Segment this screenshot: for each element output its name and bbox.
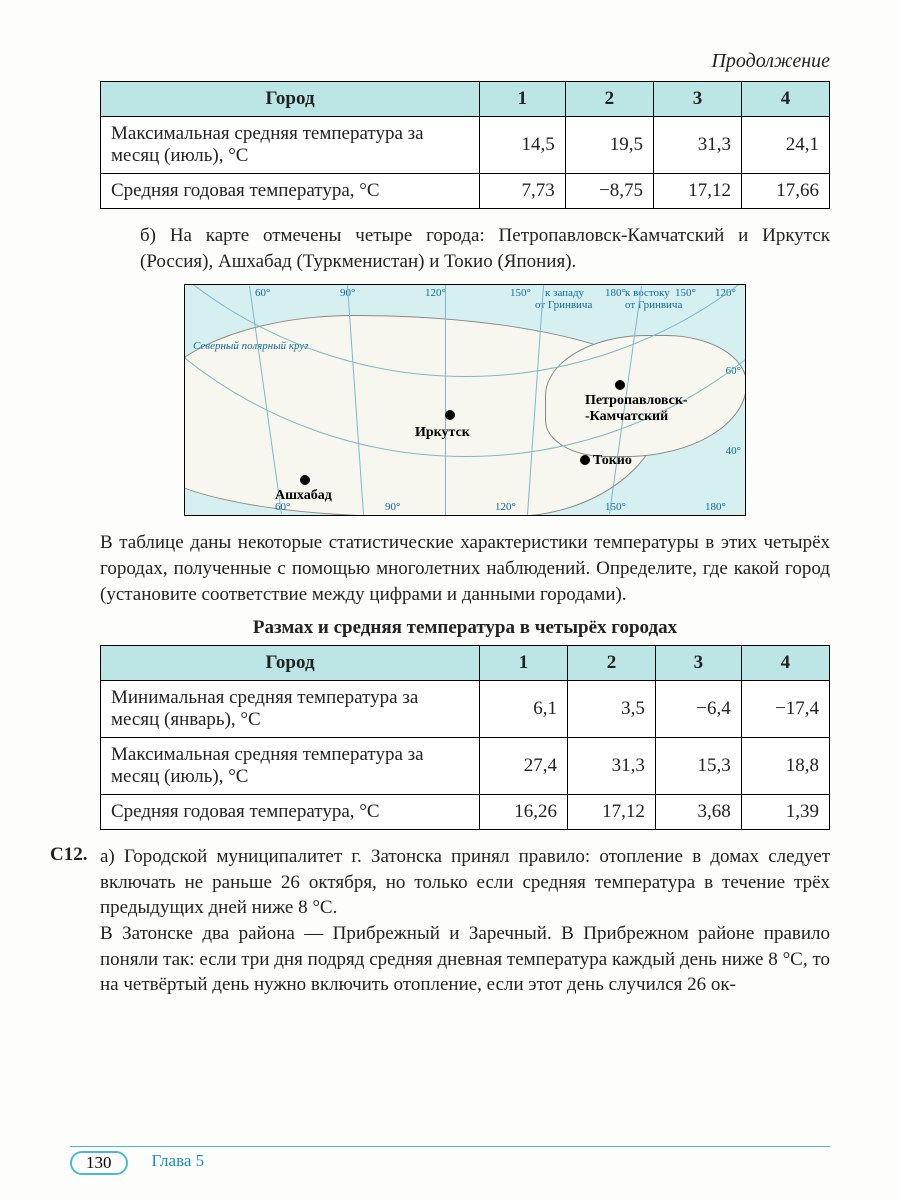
cell: 17,66 (741, 174, 829, 209)
table-row: Минимальная средняя температура за месяц… (101, 681, 830, 738)
cell: 24,1 (741, 117, 829, 174)
task-number: С12. (50, 844, 87, 866)
cell: 3,68 (655, 795, 741, 830)
row-label: Максимальная средняя температура за меся… (101, 117, 480, 174)
col-header: 3 (654, 82, 742, 117)
cell: −6,4 (655, 681, 741, 738)
cell: 6,1 (480, 681, 568, 738)
para-mid: В таблице даны некоторые статистические … (100, 530, 830, 607)
cell: 31,3 (568, 738, 656, 795)
city-dot (615, 380, 625, 390)
cell: −17,4 (741, 681, 829, 738)
task-c12: С12. а) Городской муниципалитет г. Затон… (100, 844, 830, 998)
page-footer: 130 Глава 5 (70, 1146, 830, 1175)
cell: −8,75 (565, 174, 653, 209)
para-b: б) На карте отмечены четыре города: Петр… (140, 223, 830, 274)
lon-tick: 180° (705, 501, 726, 513)
continuation-label: Продолжение (100, 50, 830, 73)
page-number: 130 (70, 1151, 128, 1175)
cell: 16,26 (480, 795, 568, 830)
lon-tick: 120° (495, 501, 516, 513)
col-header: 2 (568, 646, 656, 681)
temperature-table-2: Город 1 2 3 4 Минимальная средняя темпер… (100, 645, 830, 830)
cell: 14,5 (480, 117, 566, 174)
map: 60° 90° 120° 150° 180° 150° 120° 60° 90°… (184, 284, 746, 516)
cell: 15,3 (655, 738, 741, 795)
cell: 7,73 (480, 174, 566, 209)
temperature-table-1: Город 1 2 3 4 Максимальная средняя темпе… (100, 81, 830, 209)
cell: 18,8 (741, 738, 829, 795)
col-header: 3 (655, 646, 741, 681)
col-header: 1 (480, 646, 568, 681)
lon-line (445, 285, 446, 515)
city-label: Токио (593, 453, 632, 469)
cell: 31,3 (654, 117, 742, 174)
city-dot (445, 410, 455, 420)
table-row: Максимальная средняя температура за меся… (101, 738, 830, 795)
chapter-label: Глава 5 (152, 1151, 205, 1175)
city-dot (300, 475, 310, 485)
cell: 19,5 (565, 117, 653, 174)
row-label: Максимальная средняя температура за меся… (101, 738, 480, 795)
table-header-row: Город 1 2 3 4 (101, 82, 830, 117)
row-label: Средняя годовая температура, °C (101, 795, 480, 830)
cell: 17,12 (568, 795, 656, 830)
col-header: 4 (741, 82, 829, 117)
lat-tick: 40° (726, 445, 741, 457)
table-header-row: Город 1 2 3 4 (101, 646, 830, 681)
col-header: Город (101, 82, 480, 117)
table-row: Максимальная средняя температура за меся… (101, 117, 830, 174)
row-label: Минимальная средняя температура за месяц… (101, 681, 480, 738)
cell: 27,4 (480, 738, 568, 795)
col-header: Город (101, 646, 480, 681)
table-row: Средняя годовая температура, °C 16,26 17… (101, 795, 830, 830)
city-label: Ашхабад (275, 488, 332, 504)
table2-heading: Размах и средняя температура в четырёх г… (100, 617, 830, 639)
cell: 1,39 (741, 795, 829, 830)
row-label: Средняя годовая температура, °C (101, 174, 480, 209)
table-row: Средняя годовая температура, °C 7,73 −8,… (101, 174, 830, 209)
col-header: 2 (565, 82, 653, 117)
cell: 3,5 (568, 681, 656, 738)
task-text: а) Городской муниципалитет г. Затонска п… (100, 844, 830, 998)
col-header: 4 (741, 646, 829, 681)
city-label: Петропавловск- -Камчатский (585, 393, 688, 425)
lon-tick: 150° (605, 501, 626, 513)
cell: 17,12 (654, 174, 742, 209)
city-dot (580, 455, 590, 465)
col-header: 1 (480, 82, 566, 117)
map-container: 60° 90° 120° 150° 180° 150° 120° 60° 90°… (100, 284, 830, 516)
lon-tick: 90° (385, 501, 400, 513)
textbook-page: Продолжение Город 1 2 3 4 Максимальная с… (0, 0, 900, 1200)
city-label: Иркутск (415, 425, 470, 441)
